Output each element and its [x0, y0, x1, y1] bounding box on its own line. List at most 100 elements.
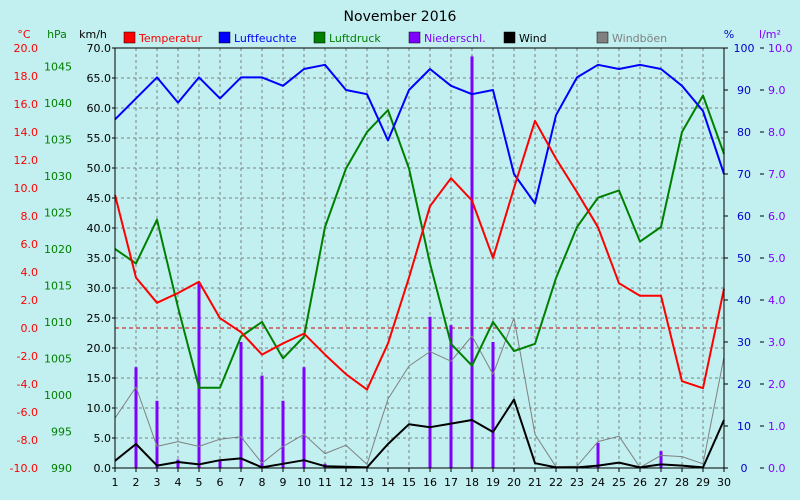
temperature-tick-label: 16.0 [14, 98, 39, 111]
humidity-tick-label: 80 [737, 126, 751, 139]
temperature-tick-label: 4.0 [21, 266, 39, 279]
x-tick-label: 22 [549, 476, 563, 489]
precip-tick-label: 2.0 [768, 378, 786, 391]
precipitation-bar [449, 325, 453, 468]
x-tick-label: 1 [112, 476, 119, 489]
legend-label: Windböen [612, 32, 667, 45]
wind-tick-label: 25.0 [87, 312, 112, 325]
wind-tick-label: 35.0 [87, 252, 112, 265]
humidity-tick-label: 100 [734, 42, 755, 55]
temperature-tick-label: 0.0 [21, 322, 39, 335]
humidity-tick-label: 30 [737, 336, 751, 349]
temperature-tick-label: -2.0 [17, 350, 38, 363]
pressure-tick-label: 1025 [44, 206, 72, 219]
wind-tick-label: 30.0 [87, 282, 112, 295]
wind-tick-label: 70.0 [87, 42, 112, 55]
wind-tick-label: 15.0 [87, 372, 112, 385]
wind-tick-label: 60.0 [87, 102, 112, 115]
x-tick-label: 7 [238, 476, 245, 489]
temperature-tick-label: -8.0 [17, 434, 38, 447]
plot-area [115, 48, 724, 468]
precip-tick-label: 1.0 [768, 420, 786, 433]
wind-tick-label: 65.0 [87, 72, 112, 85]
legend-swatch [123, 31, 136, 44]
wind-tick-label: 45.0 [87, 192, 112, 205]
pressure-tick-label: 990 [51, 462, 72, 475]
x-tick-label: 2 [133, 476, 140, 489]
precip-tick-label: 5.0 [768, 252, 786, 265]
temperature-tick-label: -10.0 [10, 462, 38, 475]
precip-tick-label: 7.0 [768, 168, 786, 181]
wind-unit: km/h [79, 28, 107, 41]
pressure-tick-label: 1045 [44, 60, 72, 73]
wind-tick-label: 5.0 [94, 432, 112, 445]
x-tick-label: 17 [444, 476, 458, 489]
precipitation-bar [239, 342, 243, 468]
series-lines [114, 63, 725, 469]
temperature-tick-label: 6.0 [21, 238, 39, 251]
pressure-unit: hPa [47, 28, 67, 41]
humidity-tick-label: 90 [737, 84, 751, 97]
precipitation-bar [281, 400, 285, 468]
axis-ticks: -10.0-8.0-6.0-4.0-2.00.02.04.06.08.010.0… [10, 42, 793, 489]
x-tick-label: 29 [696, 476, 710, 489]
pressure-tick-label: 1030 [44, 170, 72, 183]
wind-tick-label: 40.0 [87, 222, 112, 235]
precip-tick-label: 6.0 [768, 210, 786, 223]
x-tick-label: 20 [507, 476, 521, 489]
x-tick-label: 10 [297, 476, 311, 489]
precip-unit: l/m² [759, 28, 781, 41]
x-tick-label: 27 [654, 476, 668, 489]
legend-swatch [218, 31, 231, 44]
pressure-tick-label: 1005 [44, 352, 72, 365]
x-tick-label: 26 [633, 476, 647, 489]
x-tick-label: 18 [465, 476, 479, 489]
wind-tick-label: 10.0 [87, 402, 112, 415]
temperature-unit: °C [17, 28, 31, 41]
x-tick-label: 19 [486, 476, 500, 489]
precipitation-bar [155, 400, 159, 468]
precipitation-bar [470, 56, 474, 469]
pressure-tick-label: 1010 [44, 316, 72, 329]
temperature-tick-label: 18.0 [14, 70, 39, 83]
precip-tick-label: 8.0 [768, 126, 786, 139]
x-tick-label: 15 [402, 476, 416, 489]
pressure-tick-label: 1020 [44, 243, 72, 256]
axis-units: °C hPa km/h% l/m² [17, 28, 781, 41]
series-line-luftfeuchte [114, 63, 725, 205]
legend-swatch [596, 31, 609, 44]
x-tick-label: 28 [675, 476, 689, 489]
pressure-tick-label: 1000 [44, 389, 72, 402]
series-line-luftdruck [114, 94, 725, 389]
x-tick-label: 21 [528, 476, 542, 489]
legend-label: Wind [519, 32, 547, 45]
temperature-tick-label: 2.0 [21, 294, 39, 307]
series-line-temperatur [114, 119, 725, 391]
legend: Temperatur Luftfeuchte Luftdruck Niederschl… [123, 31, 667, 45]
legend-swatch [503, 31, 516, 44]
humidity-tick-label: 0 [741, 462, 748, 475]
precip-tick-label: 9.0 [768, 84, 786, 97]
precipitation-bar [659, 451, 663, 468]
humidity-tick-label: 20 [737, 378, 751, 391]
chart-title: November 2016 [344, 9, 457, 25]
wind-tick-label: 0.0 [94, 462, 112, 475]
x-tick-label: 9 [280, 476, 287, 489]
x-tick-label: 23 [570, 476, 584, 489]
pressure-tick-label: 1040 [44, 97, 72, 110]
precipitation-bar [491, 342, 495, 468]
series-line-windben [114, 317, 725, 468]
precipitation-bar [218, 459, 222, 468]
legend-label: Luftdruck [329, 32, 381, 45]
legend-label: Luftfeuchte [234, 32, 297, 45]
temperature-tick-label: 20.0 [14, 42, 39, 55]
precip-tick-label: 10.0 [768, 42, 793, 55]
temperature-tick-label: 12.0 [14, 154, 39, 167]
precipitation-bar [197, 283, 201, 468]
precip-tick-label: 0.0 [768, 462, 786, 475]
pressure-tick-label: 1035 [44, 133, 72, 146]
humidity-tick-label: 50 [737, 252, 751, 265]
temperature-tick-label: 14.0 [14, 126, 39, 139]
precipitation-bar [176, 459, 180, 468]
